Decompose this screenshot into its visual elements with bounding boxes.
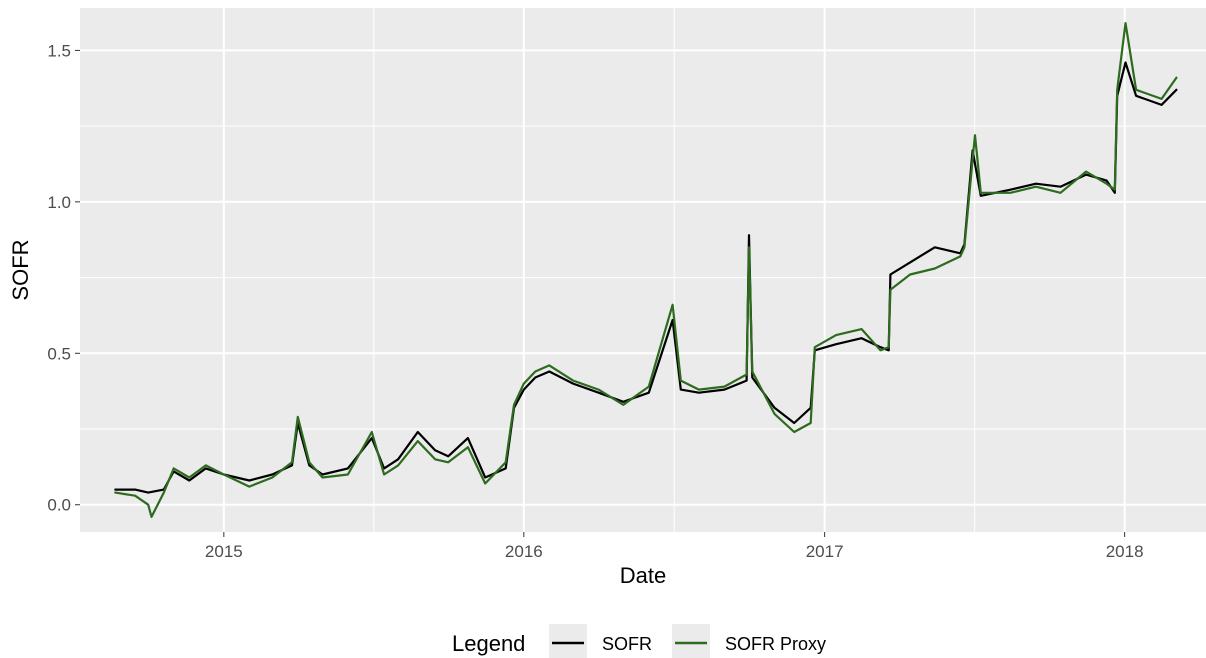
y-tick-label: 1.0 — [47, 193, 71, 212]
y-axis-title: SOFR — [8, 239, 33, 300]
series-layer — [114, 22, 1178, 518]
y-tick-label: 0.0 — [47, 496, 71, 515]
y-tick-label: 0.5 — [47, 344, 71, 363]
legend-title: Legend — [452, 631, 525, 656]
series-line-sofr-proxy — [114, 22, 1178, 518]
x-axis: 2015 2016 2017 2018 — [205, 532, 1144, 561]
legend-key-sofr-proxy — [672, 624, 710, 658]
legend-label-sofr-proxy: SOFR Proxy — [725, 634, 826, 654]
x-tick-label: 2018 — [1106, 542, 1144, 561]
y-axis: 0.0 0.5 1.0 1.5 — [47, 41, 80, 515]
x-tick-label: 2015 — [205, 542, 243, 561]
legend-key-sofr — [549, 624, 587, 658]
legend: Legend SOFR SOFR Proxy — [452, 624, 826, 658]
y-tick-label: 1.5 — [47, 41, 71, 60]
x-axis-title: Date — [620, 563, 666, 588]
legend-label-sofr: SOFR — [602, 634, 652, 654]
plot-panel — [80, 8, 1206, 532]
major-gridlines — [80, 8, 1206, 532]
x-tick-label: 2016 — [505, 542, 543, 561]
minor-gridlines — [80, 8, 1206, 532]
x-tick-label: 2017 — [806, 542, 844, 561]
